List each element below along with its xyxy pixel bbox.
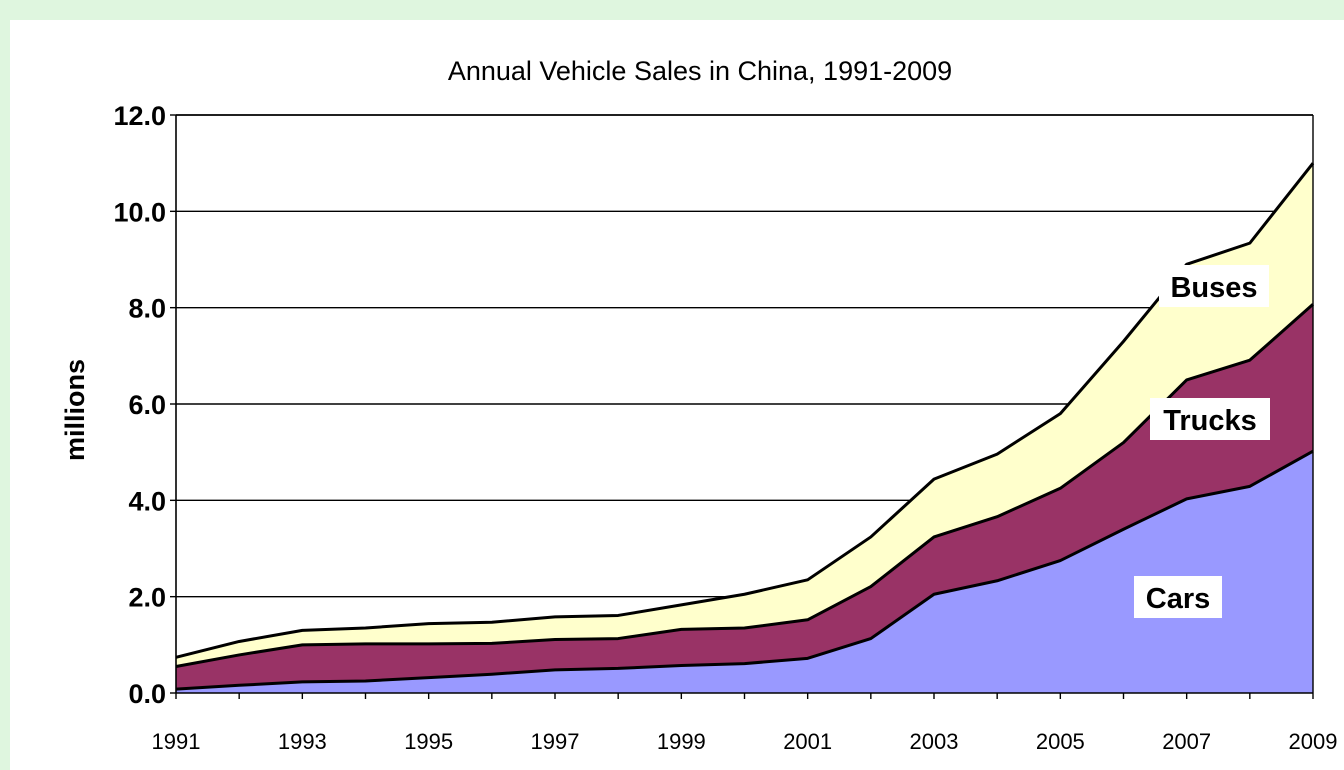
label-bg-trucks [1150, 398, 1270, 440]
area-label-trucks: Trucks [1163, 405, 1257, 437]
x-tick-label: 1991 [152, 729, 201, 754]
chart-title: Annual Vehicle Sales in China, 1991-2009 [448, 56, 952, 86]
x-tick-label: 1993 [278, 729, 327, 754]
y-tick-label: 0.0 [128, 679, 166, 709]
y-tick-label: 4.0 [128, 486, 166, 516]
x-tick-label: 1999 [657, 729, 706, 754]
label-bg-buses [1159, 265, 1269, 307]
x-tick-label: 2001 [783, 729, 832, 754]
y-tick-label: 6.0 [128, 390, 166, 420]
x-tick-label: 2005 [1036, 729, 1085, 754]
area-trucks [176, 304, 1313, 690]
area-buses [176, 163, 1313, 667]
area-cars [176, 451, 1313, 693]
y-tick-label: 12.0 [113, 101, 166, 131]
label-bg-cars [1134, 576, 1222, 618]
x-tick-label: 2003 [910, 729, 959, 754]
series-line-trucks [175, 303, 1314, 668]
axis-layer: 0.0 2.0 4.0 6.0 8.0 10.0 12.0 1991 1993 1995 1997 1… [113, 101, 1337, 754]
x-tick-label: 2007 [1162, 729, 1211, 754]
x-tick-label: 2009 [1289, 729, 1338, 754]
y-tick-label: 8.0 [128, 294, 166, 324]
area-label-cars: Cars [1146, 583, 1211, 615]
label-layer: Cars Trucks Buses [1134, 265, 1270, 618]
x-tick-label: 1997 [531, 729, 580, 754]
y-axis-label: millions [60, 359, 90, 461]
series-line-cars [175, 449, 1314, 691]
x-tick-label: 1995 [404, 729, 453, 754]
y-tick-label: 2.0 [128, 583, 166, 613]
series-line-buses [175, 162, 1315, 659]
area-layer [175, 162, 1315, 693]
y-tick-label: 10.0 [113, 197, 166, 227]
area-label-buses: Buses [1170, 272, 1257, 304]
